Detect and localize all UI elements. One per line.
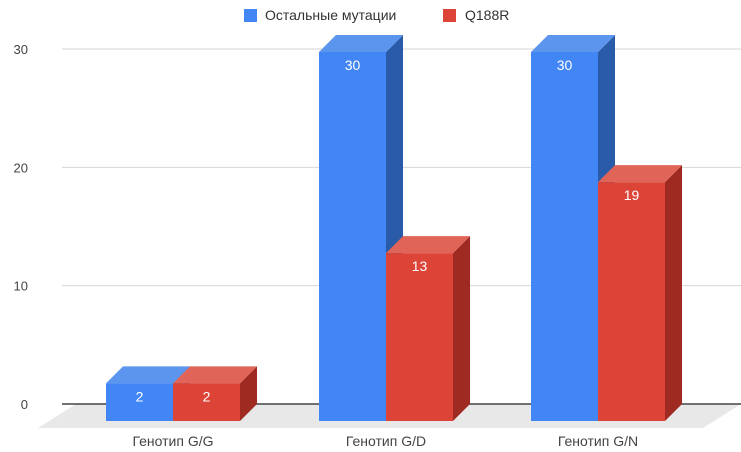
- bar-top: [106, 366, 190, 384]
- legend-swatch-q188r: [443, 9, 456, 22]
- bar: [531, 52, 598, 421]
- legend-label-other-mutations: Остальные мутации: [265, 7, 396, 23]
- legend-swatch-other-mutations: [244, 9, 257, 22]
- data-label: 2: [136, 388, 144, 404]
- y-tick-label-0: 0: [21, 397, 28, 412]
- legend-label-q188r: Q188R: [465, 7, 509, 23]
- y-tick-label-20: 20: [14, 160, 28, 175]
- y-tick-label-10: 10: [14, 279, 28, 294]
- legend: Остальные мутации Q188R: [244, 7, 509, 23]
- bar-group: 19: [598, 165, 682, 421]
- x-tick-label: Генотип G/G: [132, 433, 213, 449]
- x-axis: Генотип G/G Генотип G/D Генотип G/N: [132, 433, 638, 449]
- data-label: 30: [345, 57, 361, 73]
- bar-top: [386, 236, 470, 254]
- x-tick-label: Генотип G/D: [346, 433, 426, 449]
- bar-group: 13: [386, 236, 470, 421]
- data-label: 2: [203, 388, 211, 404]
- y-tick-label-30: 30: [14, 42, 28, 57]
- bar: [106, 383, 173, 421]
- data-label: 13: [412, 258, 428, 274]
- bar-side: [665, 165, 682, 421]
- bar-side: [453, 236, 470, 421]
- bar-side: [240, 366, 257, 421]
- bar: [598, 182, 665, 421]
- bar: [173, 383, 240, 421]
- bar-top: [598, 165, 682, 183]
- x-tick-label: Генотип G/N: [558, 433, 638, 449]
- data-label: 30: [557, 57, 573, 73]
- bar: [319, 52, 386, 421]
- data-label: 19: [624, 187, 640, 203]
- bar-top: [173, 366, 257, 384]
- bars: 2 2 30 13 30 19: [106, 35, 682, 421]
- bar-top: [319, 35, 403, 52]
- y-axis: 0 10 20 30: [14, 42, 28, 412]
- bar-top: [531, 35, 615, 52]
- bar: [386, 253, 453, 421]
- bar-group: 2: [173, 366, 257, 421]
